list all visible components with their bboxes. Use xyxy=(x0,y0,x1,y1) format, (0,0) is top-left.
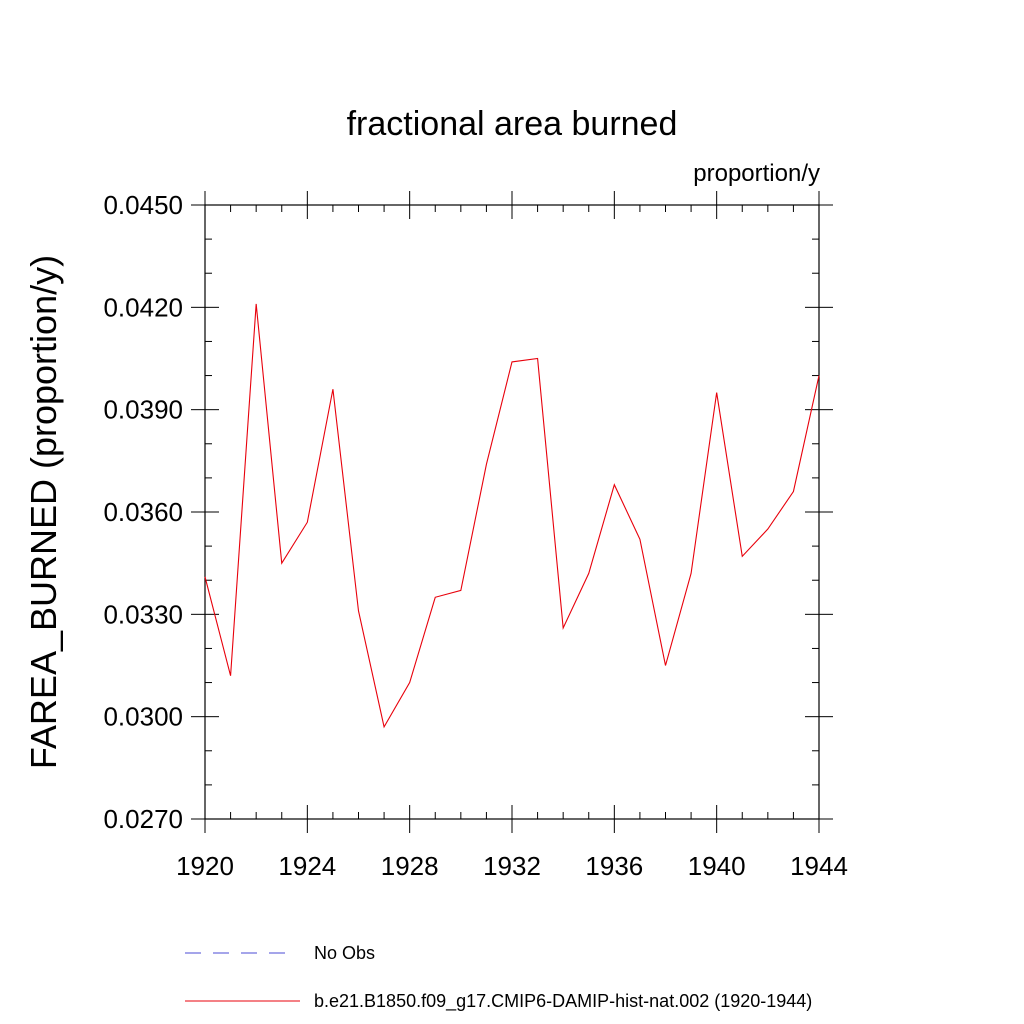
x-tick-label: 1944 xyxy=(790,851,848,881)
chart-title: fractional area burned xyxy=(347,105,678,143)
x-tick-label: 1940 xyxy=(688,851,746,881)
legend: No Obs b.e21.B1850.f09_g17.CMIP6-DAMIP-h… xyxy=(185,943,812,1012)
y-tick-label: 0.0360 xyxy=(103,497,183,527)
units-label: proportion/y xyxy=(693,160,820,187)
plot-frame xyxy=(204,204,820,820)
y-tick-label: 0.0300 xyxy=(103,702,183,732)
y-tick-label: 0.0450 xyxy=(103,190,183,220)
x-axis-tick-labels: 1920 1924 1928 1932 1936 1940 1944 xyxy=(176,851,848,881)
y-tick-label: 0.0270 xyxy=(103,804,183,834)
y-axis-ticks xyxy=(191,204,833,820)
x-axis-ticks xyxy=(204,191,820,833)
series-layer xyxy=(204,303,820,729)
x-tick-label: 1924 xyxy=(278,851,336,881)
y-tick-label: 0.0390 xyxy=(103,395,183,425)
series-line xyxy=(204,303,820,729)
legend-label-model: b.e21.B1850.f09_g17.CMIP6-DAMIP-hist-nat… xyxy=(314,991,812,1012)
y-axis-label: FAREA_BURNED (proportion/y) xyxy=(23,255,64,769)
x-tick-label: 1920 xyxy=(176,851,234,881)
y-tick-label: 0.0420 xyxy=(103,292,183,322)
x-tick-label: 1936 xyxy=(585,851,643,881)
y-axis-tick-labels: 0.0270 0.0300 0.0330 0.0360 0.0390 0.0420 0.04… xyxy=(103,190,183,834)
y-tick-label: 0.0330 xyxy=(103,599,183,629)
legend-label-no-obs: No Obs xyxy=(314,943,375,963)
x-tick-label: 1932 xyxy=(483,851,541,881)
x-tick-label: 1928 xyxy=(381,851,439,881)
